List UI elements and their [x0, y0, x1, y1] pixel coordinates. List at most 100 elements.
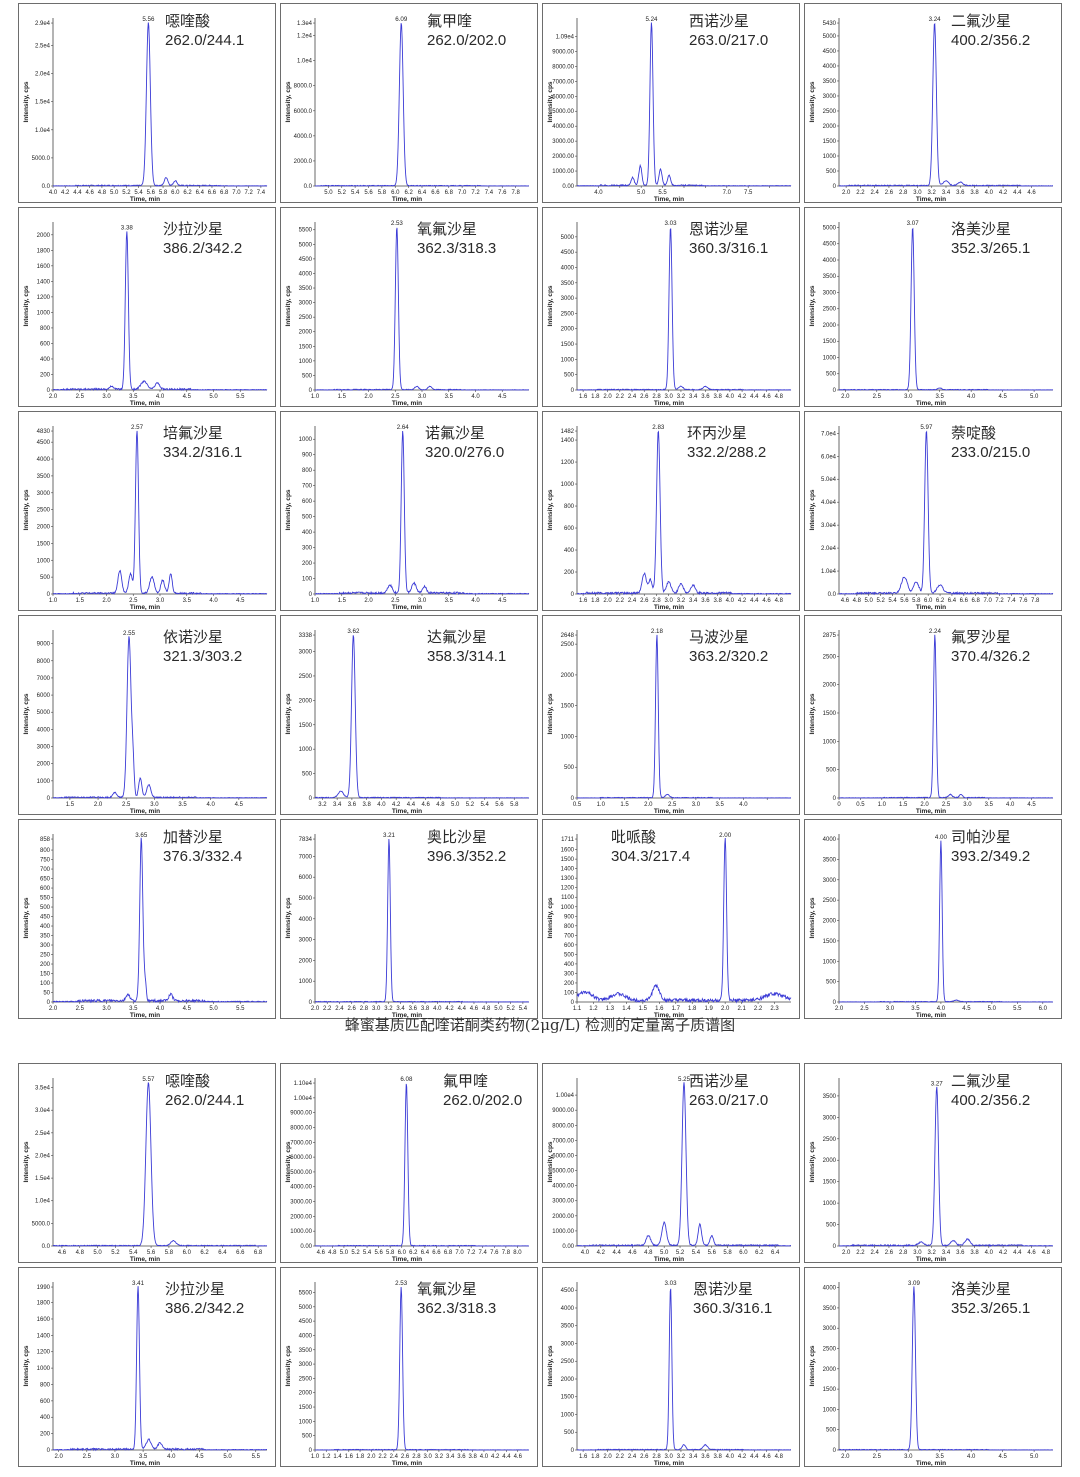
- chromatogram-panel: 0 500 1000 1500 2000 2500 3000 3500 4000 4500 1.6 1…: [542, 1267, 800, 1467]
- x-tick-label: 7.4: [1007, 598, 1016, 604]
- y-tick-label: 3000.00: [290, 1200, 312, 1206]
- x-tick-label: 2.5: [873, 1454, 882, 1460]
- x-tick-label: 1.0: [597, 802, 606, 808]
- x-axis-title: Time, min: [654, 1256, 684, 1262]
- x-tick-label: 4.0: [739, 802, 748, 808]
- y-tick-label: 2000: [561, 673, 575, 679]
- peak-rt-label: 3.07: [907, 220, 920, 227]
- chromatogram-plot: 0.0 1.0e4 2.0e4 3.0e4 4.0e4 5.0e4 6.0e4 7.0e4 4.…: [809, 424, 1054, 610]
- x-tick-label: 5.0: [223, 1454, 232, 1460]
- x-tick-label: 4.2: [738, 1454, 747, 1460]
- y-tick-label: 400: [564, 962, 575, 968]
- chromatogram-trace: [314, 431, 530, 596]
- x-tick-label: 6.8: [444, 1250, 453, 1256]
- y-tick-label: 450: [40, 915, 51, 921]
- y-axis-title: Intensity, cps: [547, 489, 554, 530]
- x-axis-title: Time, min: [130, 400, 160, 406]
- y-tick-label: 2000: [823, 1158, 837, 1164]
- x-tick-label: 4.0: [480, 1454, 489, 1460]
- y-tick-label: 0: [47, 1000, 51, 1006]
- x-axis-title: Time, min: [130, 1460, 160, 1466]
- y-axis-title: Intensity, cps: [547, 81, 554, 122]
- x-tick-label: 2.5: [668, 802, 677, 808]
- x-tick-label: 5.4: [519, 1006, 528, 1012]
- compound-name: 氟罗沙星: [951, 628, 1012, 646]
- chromatogram-plot: 0.0 5000.0 1.0e4 1.5e4 2.0e4 2.5e4 3.0e4 3.5e4 4…: [23, 1076, 268, 1262]
- x-tick-label: 4.6: [422, 802, 431, 808]
- y-tick-label: 3500: [561, 281, 575, 287]
- chromatogram-trace: [314, 1083, 530, 1247]
- chromatogram-panel: 0 500 1000 1500 2000 2500 3000 3500 2.0 2.2 2.4 2.6…: [804, 1063, 1062, 1263]
- x-tick-label: 0.5: [573, 802, 582, 808]
- mrm-transition: 362.3/318.3: [417, 1300, 497, 1317]
- compound-name: 加替沙星: [163, 828, 224, 846]
- compound-name: 氧氟沙星: [417, 1280, 478, 1298]
- y-tick-label: 1.3e4: [297, 21, 313, 27]
- chromatogram-plot: 0 200 400 600 800 1000 1200 1400 1600 1800 2000 2.0…: [23, 222, 268, 406]
- y-tick-label: 1000: [823, 1201, 837, 1207]
- y-tick-label: 1800: [37, 248, 51, 254]
- y-tick-label: 1500: [823, 711, 837, 717]
- y-tick-label: 5430: [823, 21, 837, 27]
- y-tick-label: 3000: [561, 1341, 575, 1347]
- peak-rt-label: 3.38: [121, 225, 134, 232]
- peak-rt-label: 5.57: [142, 1076, 155, 1083]
- y-axis-title: Intensity, cps: [547, 1345, 554, 1386]
- mrm-transition: 363.2/320.2: [689, 648, 769, 665]
- x-tick-label: 3.0: [423, 1454, 432, 1460]
- y-tick-label: 0: [47, 592, 51, 598]
- peak-rt-label: 2.53: [391, 220, 404, 227]
- y-tick-label: 1.5e4: [35, 1176, 51, 1182]
- chromatogram-trace: [314, 1286, 530, 1451]
- x-tick-label: 2.0: [102, 598, 111, 604]
- x-tick-label: 7.8: [1031, 598, 1040, 604]
- x-axis-title: Time, min: [392, 400, 422, 406]
- x-axis-title: Time, min: [916, 1460, 946, 1466]
- x-tick-label: 6.6: [432, 1250, 441, 1256]
- y-tick-label: 6000: [299, 875, 313, 881]
- x-tick-label: 4.8: [482, 1006, 491, 1012]
- x-tick-label: 3.6: [956, 1250, 965, 1256]
- x-tick-label: 2.0: [311, 1006, 320, 1012]
- x-axis-title: Time, min: [654, 604, 684, 610]
- x-tick-label: 3.2: [677, 598, 686, 604]
- x-tick-label: 4.6: [514, 1454, 523, 1460]
- x-tick-label: 5.2: [338, 190, 347, 196]
- x-tick-label: 2.0: [367, 1454, 376, 1460]
- x-axis-title: Time, min: [130, 1256, 160, 1262]
- chromatogram-panel: 0 1000 2000 3000 4000 5000 6000 7000 7834 2.0 2.2 2…: [280, 819, 538, 1019]
- x-tick-label: 1.0: [311, 394, 320, 400]
- chromatogram-plot: 0 500 1000 1500 2000 2500 3000 3500 4000 4500 4830…: [23, 424, 268, 610]
- y-tick-label: 1000: [37, 1366, 51, 1372]
- x-tick-label: 2.0: [721, 1006, 730, 1012]
- y-tick-label: 2000: [37, 525, 51, 531]
- x-tick-label: 4.0: [1006, 802, 1015, 808]
- y-tick-label: 1000: [823, 355, 837, 361]
- x-tick-label: 2.6: [885, 190, 894, 196]
- x-tick-label: 1.5: [66, 802, 75, 808]
- x-tick-label: 5.8: [378, 190, 387, 196]
- y-tick-label: 350: [40, 934, 51, 940]
- peak-rt-label: 3.24: [929, 16, 942, 23]
- y-tick-label: 6000.0: [294, 109, 313, 115]
- y-tick-label: 3500: [561, 1324, 575, 1330]
- chromatogram-panel: 0 500 1000 1500 2000 2500 3000 3500 4000 4500 5000…: [804, 207, 1062, 407]
- chromatogram-trace: [314, 227, 530, 391]
- x-tick-label: 4.2: [445, 1006, 454, 1012]
- y-tick-label: 1000: [299, 1419, 313, 1425]
- x-tick-label: 4.4: [1013, 190, 1022, 196]
- x-tick-label: 1.8: [591, 394, 600, 400]
- x-axis-title: Time, min: [392, 196, 422, 202]
- y-tick-label: 1500: [299, 344, 313, 350]
- y-tick-label: 500: [826, 980, 837, 986]
- y-tick-label: 4000: [299, 271, 313, 277]
- y-tick-label: 5500: [299, 228, 313, 234]
- y-tick-label: 500: [564, 1430, 575, 1436]
- x-tick-label: 5.2: [351, 1250, 360, 1256]
- y-tick-label: 2.0e4: [35, 72, 51, 78]
- x-axis-title: Time, min: [916, 1012, 946, 1018]
- y-tick-label: 500: [826, 372, 837, 378]
- x-tick-label: 2.0: [364, 598, 373, 604]
- y-tick-label: 5000: [299, 896, 313, 902]
- peak-rt-label: 3.03: [665, 220, 678, 227]
